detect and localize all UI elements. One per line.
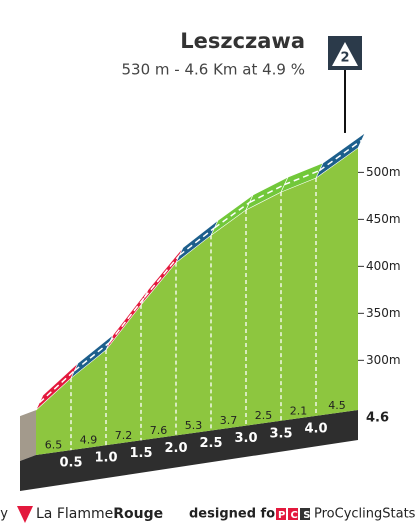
gradient-label: 4.9 bbox=[80, 434, 98, 447]
gradient-label: 3.7 bbox=[220, 414, 238, 427]
band-centerline bbox=[284, 169, 320, 186]
y-tick-label: 300m bbox=[366, 353, 401, 367]
x-tick-label: 2.0 bbox=[164, 441, 187, 456]
side-face bbox=[20, 410, 36, 461]
gradient-label: 2.1 bbox=[290, 404, 308, 417]
footer-designed: designed for bbox=[189, 507, 282, 522]
pcs-box bbox=[276, 508, 286, 520]
y-tick-label: 450m bbox=[366, 212, 401, 226]
pcs-box bbox=[300, 508, 310, 520]
profile-face bbox=[36, 147, 358, 455]
band-centerline bbox=[249, 183, 285, 204]
y-tick-label: 350m bbox=[366, 306, 401, 320]
x-tick-label: 1.0 bbox=[94, 451, 117, 466]
chart-subtitle: 530 m - 4.6 Km at 4.9 % bbox=[121, 61, 305, 79]
brand-text: La Flamme bbox=[36, 506, 113, 522]
band-centerline bbox=[179, 227, 215, 256]
footer-site: ProCyclingStats bbox=[314, 507, 416, 522]
band-centerline bbox=[319, 139, 362, 172]
chart-title: Leszczawa bbox=[180, 29, 305, 53]
x-tick-label: 3.0 bbox=[234, 431, 257, 446]
gradient-label: 7.2 bbox=[115, 429, 133, 442]
gradient-label: 4.5 bbox=[328, 399, 346, 412]
gradient-label: 5.3 bbox=[185, 419, 203, 432]
x-tick-label: 3.5 bbox=[269, 426, 292, 441]
pcs-letters: PCS bbox=[278, 510, 316, 521]
y-tick-label: 400m bbox=[366, 259, 401, 273]
x-tick-label: 2.5 bbox=[199, 436, 222, 451]
x-tick-label: 1.5 bbox=[129, 446, 152, 461]
gradient-label: 7.6 bbox=[150, 424, 168, 437]
gradient-label: 2.5 bbox=[255, 409, 273, 422]
x-tick-label: 4.0 bbox=[304, 421, 327, 436]
base-strip bbox=[20, 410, 358, 491]
band-centerline bbox=[214, 201, 250, 229]
category-label: 2 bbox=[340, 51, 349, 66]
band-centerline bbox=[143, 254, 181, 298]
badge-triangle bbox=[332, 42, 358, 66]
brand-logo bbox=[17, 506, 33, 523]
x-end-label: 4.6 bbox=[366, 411, 389, 426]
y-tick-label: 500m bbox=[366, 165, 401, 179]
brand-bold: Rouge bbox=[113, 506, 163, 522]
band-centerline bbox=[38, 370, 76, 404]
band-centerline bbox=[74, 341, 110, 372]
gradient-label: 6.5 bbox=[45, 439, 63, 452]
footer: by La FlammeRouge designed for PCS ProCy… bbox=[0, 506, 416, 523]
x-tick-label: 0.5 bbox=[59, 456, 82, 471]
pcs-box bbox=[288, 508, 298, 520]
footer-by: by bbox=[0, 507, 8, 522]
footer-brand: La FlammeRouge bbox=[36, 506, 163, 522]
